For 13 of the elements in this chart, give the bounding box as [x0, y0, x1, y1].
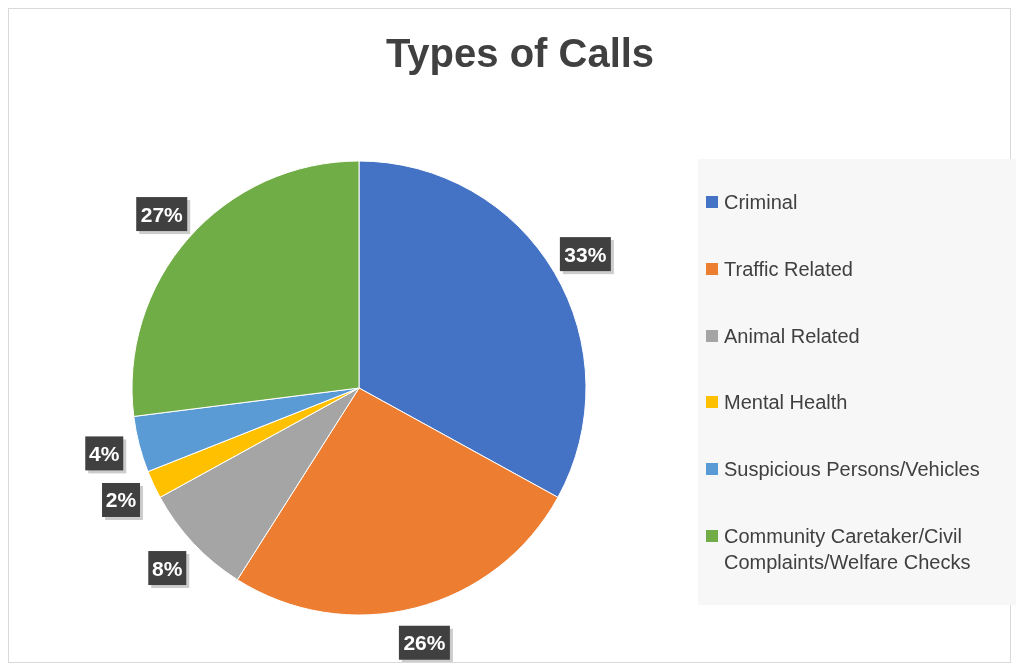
data-label: 2% — [105, 488, 137, 512]
data-label: 33% — [564, 242, 607, 266]
legend-label: Animal Related — [724, 323, 860, 349]
chart-title: Types of Calls — [384, 31, 656, 76]
data-label: 26% — [403, 631, 446, 655]
legend-label: Criminal — [724, 190, 798, 216]
legend-label: Community Caretaker/Civil Complaints/Welfare Checks — [724, 523, 972, 575]
legend-label: Suspicious Persons/Vehicles — [724, 456, 980, 482]
data-label: 8% — [152, 556, 183, 580]
data-label: 27% — [140, 202, 184, 226]
legend-label: Mental Health — [724, 390, 848, 416]
data-label: 4% — [89, 441, 120, 465]
legend-label: Traffic Related — [724, 257, 853, 282]
